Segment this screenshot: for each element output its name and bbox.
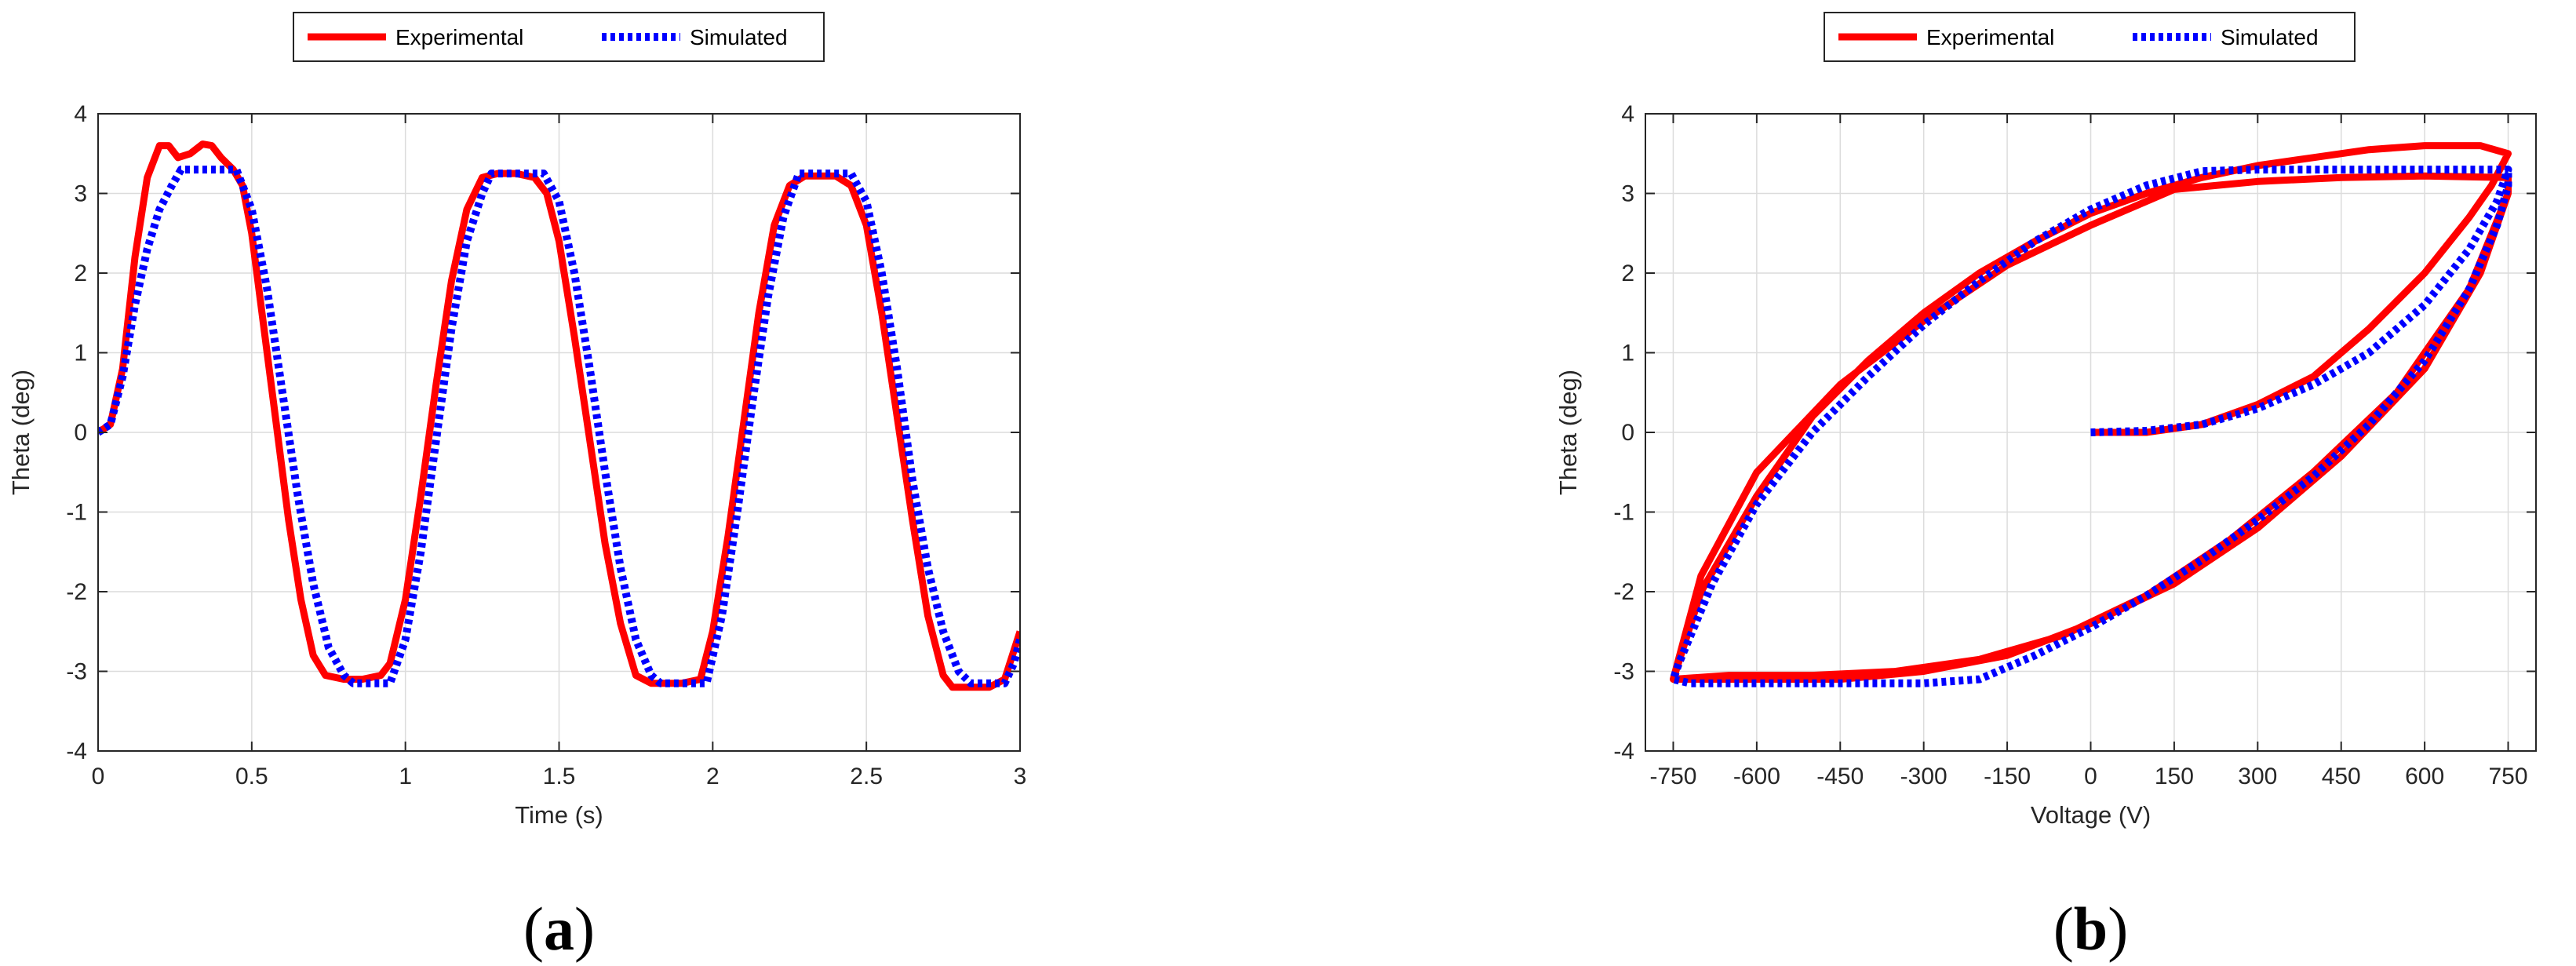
y-tick-label: 0 xyxy=(1621,420,1634,446)
y-tick-label: 2 xyxy=(74,261,87,286)
legend: Experimental Simulated xyxy=(1824,12,2356,62)
x-tick-labels: 0 0.5 1 1.5 2 2.5 3 xyxy=(92,764,1027,789)
y-tick-label: 1 xyxy=(74,341,87,366)
x-tick-label: -600 xyxy=(1733,764,1780,789)
chart-panel-a: 0 0.5 1 1.5 2 2.5 3 -4 -3 -2 -1 0 1 2 3 4 Time (s) The… xyxy=(7,12,1027,963)
x-tick-label: -300 xyxy=(1900,764,1947,789)
x-tick-label: 2 xyxy=(706,764,720,789)
legend-label-simulated: Simulated xyxy=(690,25,788,49)
series-line-experimental xyxy=(98,140,1020,691)
panel-label-letter: a xyxy=(544,895,574,963)
y-tick-label: -1 xyxy=(1613,500,1634,526)
x-tick-label: 0 xyxy=(92,764,105,789)
series-group xyxy=(98,140,1020,691)
legend-label-experimental: Experimental xyxy=(1926,25,2054,49)
series-line-simulated xyxy=(1669,166,2512,687)
y-tick-label: 3 xyxy=(74,181,87,207)
x-tick-label: -450 xyxy=(1816,764,1864,789)
x-axis-title: Voltage (V) xyxy=(2031,801,2151,829)
legend-label-experimental: Experimental xyxy=(395,25,523,49)
y-tick-label: -4 xyxy=(1613,738,1634,764)
y-tick-labels: -4 -3 -2 -1 0 1 2 3 4 xyxy=(66,101,87,764)
y-tick-label: -4 xyxy=(66,738,87,764)
x-axis-title: Time (s) xyxy=(515,801,603,829)
x-tick-label: -750 xyxy=(1649,764,1696,789)
x-tick-label: 1.5 xyxy=(543,764,576,789)
x-tick-label: 450 xyxy=(2322,764,2361,789)
legend-label-simulated: Simulated xyxy=(2221,25,2319,49)
panel-label-paren: ( xyxy=(2053,895,2074,963)
x-tick-label: 150 xyxy=(2155,764,2194,789)
y-axis-title: Theta (deg) xyxy=(1554,370,1582,495)
series-line-simulated xyxy=(98,166,1020,687)
y-tick-label: 4 xyxy=(1621,101,1634,127)
x-tick-label: 3 xyxy=(1014,764,1027,789)
y-tick-label: 4 xyxy=(74,101,87,127)
legend: Experimental Simulated xyxy=(293,12,825,62)
y-tick-label: 1 xyxy=(1621,341,1634,366)
y-tick-label: -2 xyxy=(1613,579,1634,605)
y-axis-title: Theta (deg) xyxy=(7,370,35,495)
tick-marks xyxy=(1645,113,2536,752)
panel-label-letter: b xyxy=(2074,895,2108,963)
tick-marks xyxy=(97,113,1021,752)
x-tick-label: 750 xyxy=(2489,764,2528,789)
y-tick-label: -3 xyxy=(1613,659,1634,685)
x-tick-label: 0.5 xyxy=(235,764,268,789)
panel-label-a: (a) xyxy=(523,895,595,963)
y-tick-labels: -4 -3 -2 -1 0 1 2 3 4 xyxy=(1613,101,1634,764)
chart-panel-b: -750 -600 -450 -300 -150 0 150 300 450 600 750 -4-… xyxy=(1554,12,2537,963)
y-tick-label: 0 xyxy=(74,420,87,446)
panel-label-paren: ) xyxy=(574,895,595,963)
panel-label-paren: ) xyxy=(2108,895,2128,963)
panel-label-b: (b) xyxy=(2053,895,2128,963)
y-tick-label: 3 xyxy=(1621,181,1634,207)
panel-label-paren: ( xyxy=(523,895,544,963)
x-tick-label: 0 xyxy=(2084,764,2097,789)
series-group xyxy=(1669,142,2512,687)
x-tick-label: -150 xyxy=(1984,764,2031,789)
x-tick-label: 600 xyxy=(2405,764,2444,789)
y-tick-label: -1 xyxy=(66,500,87,526)
x-tick-label: 1 xyxy=(399,764,412,789)
x-tick-label: 2.5 xyxy=(850,764,883,789)
y-tick-label: -3 xyxy=(66,659,87,685)
x-tick-label: 300 xyxy=(2238,764,2277,789)
y-tick-label: 2 xyxy=(1621,261,1634,286)
x-tick-labels: -750 -600 -450 -300 -150 0 150 300 450 600 750 xyxy=(1649,764,2527,789)
y-tick-label: -2 xyxy=(66,579,87,605)
series-line-experimental xyxy=(1670,142,2512,683)
